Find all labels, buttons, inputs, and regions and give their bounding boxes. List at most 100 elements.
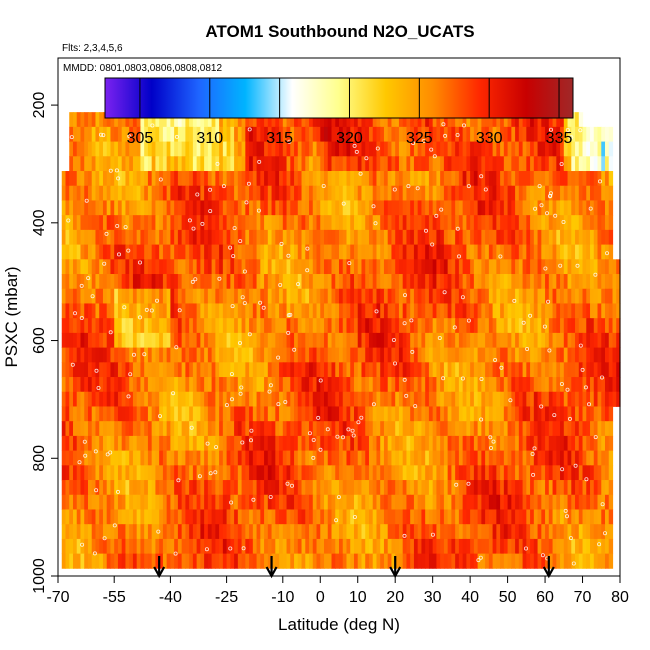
heatmap-cell [204, 112, 209, 128]
heatmap-cell [575, 141, 580, 157]
heatmap-cell [402, 318, 408, 334]
heatmap-cell [395, 141, 400, 157]
heatmap-cell [425, 435, 430, 452]
heatmap-cell [275, 347, 280, 363]
heatmap-cell [608, 362, 614, 378]
heatmap-cell [417, 509, 423, 525]
heatmap-cell [357, 480, 363, 496]
heatmap-cell [249, 171, 254, 187]
heatmap-cell [324, 406, 329, 422]
heatmap-cell [586, 229, 591, 245]
heatmap-cell [290, 450, 295, 466]
heatmap-cell [368, 200, 374, 216]
heatmap-cell [114, 509, 119, 525]
heatmap-cell [121, 421, 127, 437]
heatmap-cell [605, 377, 610, 393]
heatmap-cell [204, 156, 209, 172]
heatmap-cell [485, 509, 490, 525]
sample-point [221, 184, 226, 189]
heatmap-cell [211, 421, 216, 437]
heatmap-cell [470, 480, 475, 496]
heatmap-cell [185, 126, 190, 142]
heatmap-cell [305, 126, 310, 142]
heatmap-cell [567, 288, 572, 304]
heatmap-cell [398, 318, 404, 334]
heatmap-cell [102, 259, 108, 275]
heatmap-cell [267, 391, 273, 407]
heatmap-cell [166, 141, 171, 157]
heatmap-cell [440, 465, 445, 481]
heatmap-cell [286, 509, 291, 525]
heatmap-cell [387, 259, 393, 275]
heatmap-cell [147, 509, 153, 525]
heatmap-cell [477, 538, 482, 555]
heatmap-cell [503, 156, 509, 172]
heatmap-cell [230, 524, 235, 540]
heatmap-cell [207, 524, 213, 540]
heatmap-cell [279, 185, 284, 201]
heatmap-cell [413, 112, 419, 128]
heatmap-cell [533, 244, 539, 260]
heatmap-cell [159, 362, 164, 378]
heatmap-cell [132, 435, 138, 452]
heatmap-cell [159, 406, 164, 422]
heatmap-cell [526, 332, 531, 349]
heatmap-cell [286, 171, 291, 187]
heatmap-cell [114, 553, 119, 569]
heatmap-cell [312, 141, 318, 157]
sample-point [123, 225, 128, 230]
heatmap-cell [361, 421, 366, 437]
heatmap-cell [312, 274, 318, 290]
heatmap-cell [237, 318, 243, 334]
sample-point [479, 376, 484, 381]
sample-point [392, 361, 397, 366]
sample-point [413, 404, 418, 409]
heatmap-cell [61, 538, 67, 555]
heatmap-cell [560, 303, 565, 319]
heatmap-cell [95, 391, 100, 407]
heatmap-cell [121, 112, 127, 128]
heatmap-cell [586, 435, 591, 452]
heatmap-cell [406, 185, 411, 201]
heatmap-cell [87, 171, 93, 187]
heatmap-cell [151, 494, 157, 510]
heatmap-cell [132, 259, 138, 275]
heatmap-cell [492, 288, 497, 304]
heatmap-cell [593, 406, 599, 422]
heatmap-cell [395, 303, 400, 319]
heatmap-cell [485, 553, 490, 569]
heatmap-cell [398, 494, 404, 510]
heatmap-cell [432, 229, 438, 245]
heatmap-cell [387, 215, 393, 231]
heatmap-cell [470, 538, 475, 555]
heatmap-cell [219, 480, 224, 496]
heatmap-cell [470, 244, 475, 260]
heatmap-cell [481, 126, 486, 142]
heatmap-cell [496, 450, 501, 466]
heatmap-cell [350, 259, 355, 275]
heatmap-cell [166, 494, 171, 510]
heatmap-cell [488, 524, 494, 540]
heatmap-cell [286, 435, 291, 452]
heatmap-cell [260, 524, 265, 540]
heatmap-cell [264, 215, 269, 231]
heatmap-cell [87, 450, 93, 466]
heatmap-cell [241, 362, 246, 378]
heatmap-cell [237, 171, 243, 187]
heatmap-cell [327, 112, 333, 128]
heatmap-cell [147, 362, 153, 378]
heatmap-cell [162, 303, 168, 319]
sample-point [193, 277, 198, 282]
heatmap-cell [616, 391, 621, 407]
heatmap-cell [556, 112, 561, 128]
heatmap-cell [102, 229, 108, 245]
heatmap-cell [312, 435, 318, 452]
sample-point [488, 445, 493, 450]
heatmap-cell [357, 421, 363, 437]
heatmap-cell [196, 538, 201, 555]
heatmap-cell [196, 126, 201, 142]
heatmap-cell [72, 347, 78, 363]
heatmap-cell [264, 391, 269, 407]
heatmap-cell [507, 171, 512, 187]
heatmap-cell [518, 318, 524, 334]
